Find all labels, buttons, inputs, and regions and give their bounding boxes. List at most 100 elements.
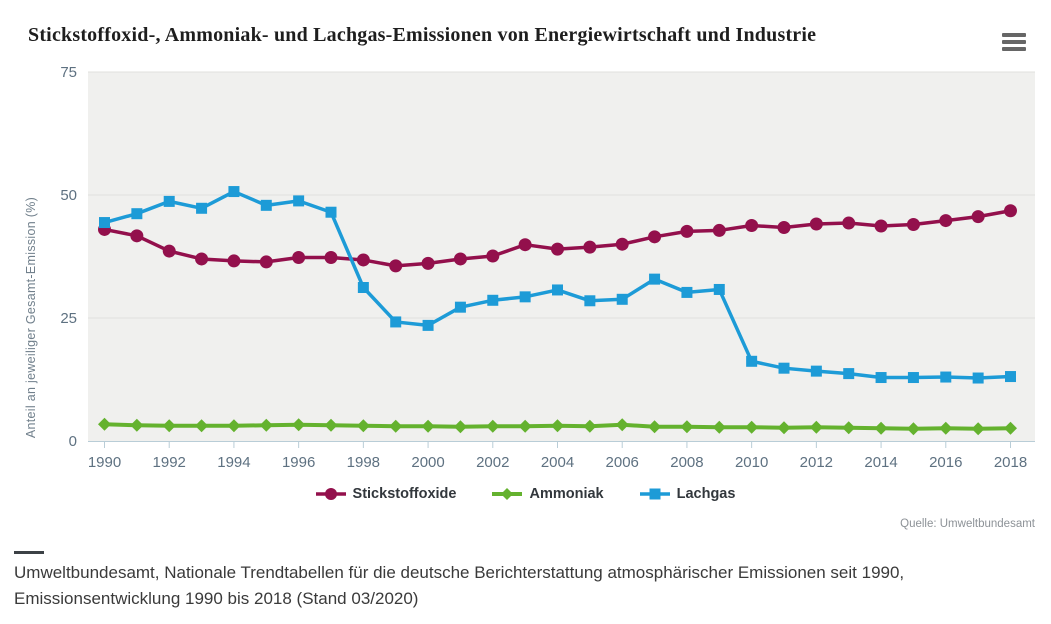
diamond-marker <box>259 418 273 432</box>
square-marker <box>649 273 661 285</box>
diamond-marker <box>939 421 953 435</box>
circle-marker <box>389 259 403 273</box>
legend-label: Stickstoffoxide <box>352 486 457 502</box>
caption-line-2: Emissionsentwicklung 1990 bis 2018 (Stan… <box>14 589 419 609</box>
emissions-chart: 0 25 50 75 1990 1992 1994 1996 1998 2000 2002 2004 2… <box>0 60 1051 470</box>
square-marker <box>907 372 919 384</box>
x-tick-label: 1996 <box>282 454 315 470</box>
square-marker <box>1005 371 1016 383</box>
square-marker <box>357 281 369 293</box>
diamond-marker <box>195 419 209 433</box>
diamond-marker <box>906 422 920 436</box>
legend-item-lachgas[interactable]: Lachgas <box>639 486 736 502</box>
square-marker <box>131 208 143 220</box>
square-marker <box>390 316 402 328</box>
x-tick-label: 2018 <box>994 454 1027 470</box>
square-marker <box>940 371 952 383</box>
diamond-marker <box>356 419 370 433</box>
x-tick-label: 1990 <box>88 454 121 470</box>
circle-marker <box>292 250 306 264</box>
circle-marker <box>486 249 500 263</box>
circle-marker <box>712 223 726 237</box>
circle-marker <box>615 237 629 251</box>
chart-header: Stickstoffoxid-, Ammoniak- und Lachgas-E… <box>28 24 991 47</box>
y-axis-title: Anteil an jeweiliger Gesamt-Emission (%) <box>24 196 38 439</box>
square-marker <box>584 295 596 307</box>
diamond-marker <box>551 419 564 433</box>
circle-marker <box>906 218 920 232</box>
x-tick-label: 2004 <box>541 454 574 470</box>
square-marker <box>487 294 499 306</box>
diamond-marker <box>680 420 694 434</box>
chart-title: Stickstoffoxid-, Ammoniak- und Lachgas-E… <box>28 24 817 46</box>
circle-marker <box>421 256 435 270</box>
caption-divider <box>14 551 44 554</box>
caption-line-1: Umweltbundesamt, Nationale Trendtabellen… <box>14 563 905 582</box>
hamburger-bar <box>1002 40 1026 44</box>
caption-text: Umweltbundesamt, Nationale Trendtabellen… <box>14 560 1037 613</box>
hamburger-menu-icon[interactable] <box>1002 33 1026 51</box>
circle-marker <box>356 253 370 267</box>
circle-marker <box>259 255 273 269</box>
circle-marker <box>1004 204 1017 218</box>
x-tick-label: 2012 <box>800 454 833 470</box>
x-tick-label: 2008 <box>670 454 703 470</box>
diamond-marker <box>745 420 759 434</box>
circle-marker <box>680 224 694 238</box>
square-marker-icon <box>639 488 670 500</box>
y-tick-label: 0 <box>69 433 77 450</box>
circle-marker <box>874 219 888 233</box>
diamond-marker <box>874 421 888 435</box>
square-marker <box>325 206 337 218</box>
square-marker <box>972 372 984 384</box>
circle-marker <box>842 216 856 230</box>
legend-item-stickstoffoxide[interactable]: Stickstoffoxide <box>315 486 457 502</box>
source-credit: Quelle: Umweltbundesamt <box>900 518 1035 530</box>
legend-label: Ammoniak <box>529 486 604 502</box>
diamond-marker <box>583 419 597 433</box>
hamburger-bar <box>1002 33 1026 37</box>
square-marker <box>616 293 628 305</box>
y-tick-label: 25 <box>60 310 77 327</box>
diamond-marker <box>809 420 823 434</box>
square-marker <box>422 319 434 331</box>
x-tick-label: 1994 <box>217 454 250 470</box>
x-tick-label: 2016 <box>929 454 962 470</box>
square-marker <box>552 284 563 296</box>
circle-marker <box>971 210 985 224</box>
circle-marker <box>518 238 532 252</box>
square-marker <box>228 186 240 198</box>
circle-marker <box>809 217 823 231</box>
y-tick-label: 75 <box>60 64 77 81</box>
diamond-marker <box>98 417 111 431</box>
diamond-marker <box>842 421 856 435</box>
hamburger-bar <box>1002 47 1026 51</box>
square-marker <box>454 301 466 313</box>
diamond-marker <box>162 419 176 433</box>
x-tick-label: 2000 <box>411 454 444 470</box>
chart-legend: Stickstoffoxide Ammoniak Lachgas <box>0 486 1051 502</box>
square-marker <box>260 199 272 211</box>
diamond-marker <box>130 418 144 432</box>
diamond-marker <box>227 419 241 433</box>
diamond-marker <box>648 420 662 434</box>
x-tick-label: 2002 <box>476 454 509 470</box>
diamond-marker <box>1004 421 1017 435</box>
x-tick-label: 2014 <box>864 454 897 470</box>
circle-marker <box>324 250 338 264</box>
legend-item-ammoniak[interactable]: Ammoniak <box>492 486 604 502</box>
x-tick-label: 2010 <box>735 454 768 470</box>
square-marker <box>163 195 175 207</box>
x-tick-label: 2006 <box>606 454 639 470</box>
legend-label: Lachgas <box>676 486 736 502</box>
diamond-marker <box>486 419 500 433</box>
circle-marker-icon <box>315 488 346 500</box>
diamond-marker <box>389 419 403 433</box>
diamond-marker-icon <box>492 488 523 500</box>
circle-marker <box>453 252 467 266</box>
square-marker <box>519 291 531 303</box>
circle-marker <box>130 229 144 243</box>
square-marker <box>293 195 305 207</box>
diamond-marker <box>421 419 435 433</box>
circle-marker <box>195 252 209 266</box>
